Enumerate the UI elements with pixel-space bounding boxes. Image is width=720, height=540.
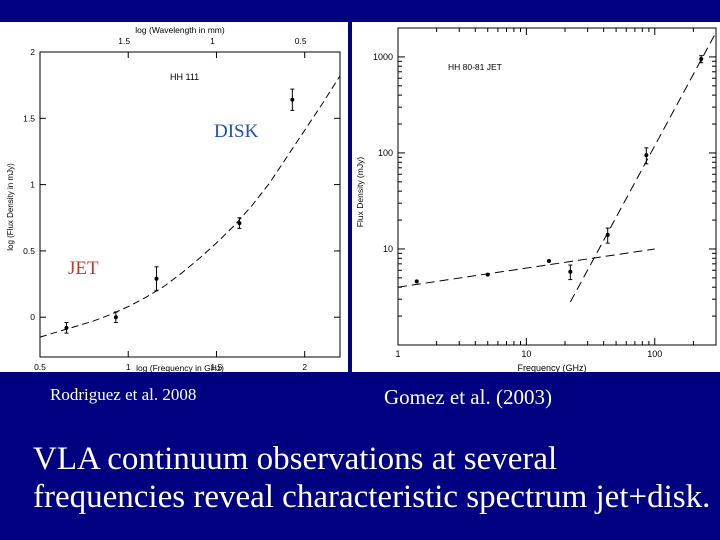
data-point	[568, 269, 573, 274]
top-tick-label: 1.5	[118, 36, 130, 46]
data-point	[154, 276, 159, 281]
data-point	[64, 325, 69, 330]
data-point	[113, 315, 118, 320]
data-point	[699, 57, 704, 62]
hh111-y-axis-label: log (Flux Density in mJy)	[6, 163, 15, 251]
hh111-top-axis-label: log (Wavelength in mm)	[135, 25, 225, 35]
data-point	[485, 272, 490, 277]
y-tick-label: 1000	[373, 52, 393, 62]
x-tick-label: 1	[395, 349, 400, 359]
x-tick-label: 0.5	[34, 362, 46, 372]
power-law-fit-line	[569, 32, 717, 303]
caption-gomez: Gomez et al. (2003)	[384, 385, 552, 409]
y-tick-label: 1.5	[23, 113, 35, 123]
data-point	[290, 97, 295, 102]
x-tick-label: 2	[302, 362, 307, 372]
data-point	[546, 258, 551, 263]
data-point	[644, 153, 649, 158]
data-point	[414, 279, 419, 284]
top-tick-label: 1	[210, 36, 215, 46]
data-point	[605, 232, 610, 237]
x-tick-label: 1	[126, 362, 131, 372]
x-tick-label: 10	[521, 349, 531, 359]
hh80-81-chart-title: HH 80-81 JET	[448, 62, 502, 72]
data-point	[237, 221, 242, 226]
caption-rodriguez: Rodriguez et al. 2008	[50, 385, 197, 404]
hh80-81-chart: HH 80-81 JET Frequency (GHz) Flux Densit…	[355, 27, 717, 372]
x-tick-label: 100	[647, 349, 662, 359]
top-tick-label: 0.5	[295, 36, 307, 46]
left-chart-panel: HH 111 log (Wavelength in mm) log (Frequ…	[0, 22, 348, 372]
hh111-plot-frame	[39, 51, 341, 358]
hh80-81-y-axis-label: Flux Density (mJy)	[355, 157, 365, 228]
x-tick-label: 1.5	[211, 362, 223, 372]
y-tick-label: 1	[30, 180, 35, 190]
disk-label: DISK	[214, 121, 259, 142]
y-tick-label: 100	[378, 148, 393, 158]
right-chart-panel: HH 80-81 JET Frequency (GHz) Flux Densit…	[352, 22, 720, 372]
power-law-fit-line	[397, 248, 655, 288]
hh80-81-x-axis-label: Frequency (GHz)	[517, 363, 586, 372]
model-fit-curve	[39, 75, 341, 338]
y-tick-label: 0	[30, 312, 35, 322]
slide-summary-text: VLA continuum observations at several fr…	[33, 441, 711, 515]
hh111-x-axis-label: log (Frequency in GHz)	[136, 363, 224, 372]
y-tick-label: 10	[383, 244, 393, 254]
y-tick-label: 2	[30, 47, 35, 57]
y-tick-label: 0.5	[23, 246, 35, 256]
hh111-chart: HH 111 log (Wavelength in mm) log (Frequ…	[6, 25, 341, 372]
jet-label: JET	[68, 258, 99, 279]
hh111-chart-title: HH 111	[170, 72, 199, 82]
hh80-81-plot-frame	[397, 27, 717, 346]
